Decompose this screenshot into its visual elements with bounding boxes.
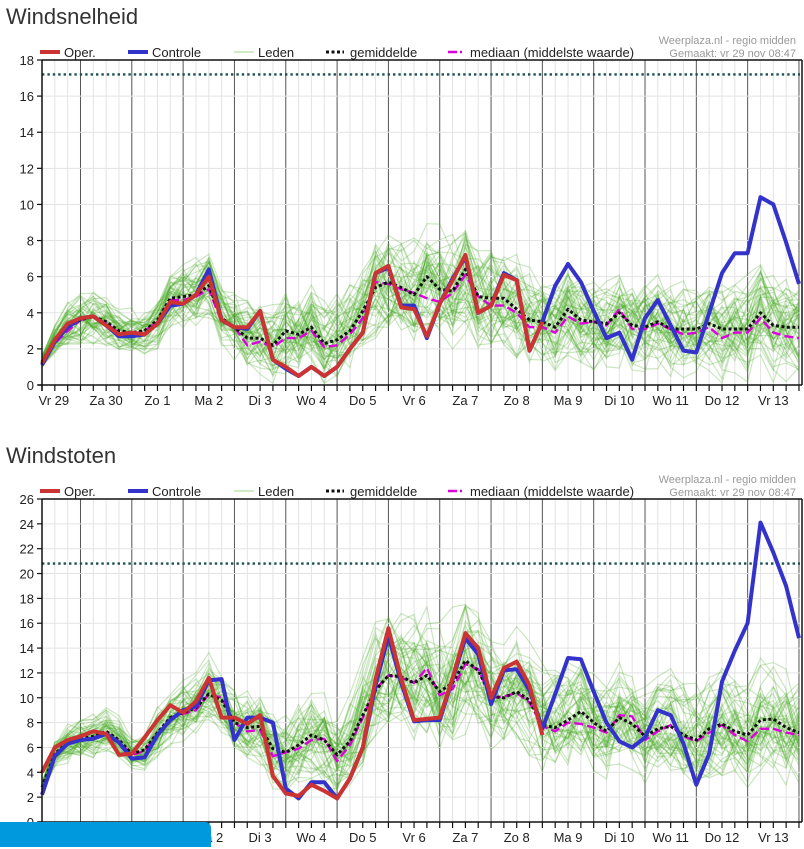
x-day-label: Vr 29 <box>39 393 70 408</box>
y-tick-label: 10 <box>20 197 34 212</box>
y-tick-label: 4 <box>27 306 34 321</box>
credit-timestamp: Gemaakt: vr 29 nov 08:47 <box>669 487 796 499</box>
credit-source: Weerplaza.nl - regio midden <box>659 35 796 47</box>
legend-gemiddelde-label: gemiddelde <box>350 484 417 499</box>
x-day-label: Wo 11 <box>652 393 688 408</box>
y-tick-label: 22 <box>20 542 34 557</box>
x-day-label: Ma 9 <box>554 393 583 408</box>
x-day-label: Ma 2 <box>194 393 223 408</box>
y-tick-label: 26 <box>20 492 34 507</box>
x-day-label: Di 10 <box>604 830 634 845</box>
legend-gemiddelde-label: gemiddelde <box>350 45 417 60</box>
x-day-label: Di 10 <box>604 393 634 408</box>
x-day-label: Vr 13 <box>758 830 789 845</box>
x-day-label: Wo 4 <box>296 830 326 845</box>
x-day-label: Zo 8 <box>504 393 530 408</box>
x-day-label: Za 7 <box>452 830 478 845</box>
x-day-label: Zo 1 <box>144 393 170 408</box>
y-tick-label: 8 <box>27 716 34 731</box>
legend-mediaan-label: mediaan (middelste waarde) <box>470 484 634 499</box>
legend-mediaan-label: mediaan (middelste waarde) <box>470 45 634 60</box>
chart-title-windstoten: Windstoten <box>6 443 116 469</box>
x-day-label: Di 3 <box>249 830 272 845</box>
y-tick-label: 12 <box>20 161 34 176</box>
x-day-label: Do 12 <box>705 830 740 845</box>
y-tick-label: 20 <box>20 567 34 582</box>
y-tick-label: 12 <box>20 666 34 681</box>
y-tick-label: 18 <box>20 53 34 68</box>
x-day-label: Do 12 <box>705 393 740 408</box>
bottom-banner[interactable] <box>0 822 211 847</box>
y-tick-label: 24 <box>20 517 34 532</box>
oper-line <box>42 628 542 798</box>
y-tick-label: 10 <box>20 691 34 706</box>
x-day-label: Ma 9 <box>554 830 583 845</box>
y-tick-label: 4 <box>27 765 34 780</box>
x-day-label: Za 7 <box>452 393 478 408</box>
legend-oper-label: Oper. <box>64 484 96 499</box>
x-day-label: Do 5 <box>349 830 376 845</box>
x-day-label: Zo 8 <box>504 830 530 845</box>
legend-leden-label: Leden <box>258 45 294 60</box>
y-tick-label: 6 <box>27 740 34 755</box>
y-tick-label: 2 <box>27 342 34 357</box>
legend-leden-label: Leden <box>258 484 294 499</box>
credit-source: Weerplaza.nl - regio midden <box>659 474 796 486</box>
legend-controle-label: Controle <box>152 484 201 499</box>
x-day-label: Vr 6 <box>402 830 425 845</box>
chart-title-windsnelheid: Windsnelheid <box>6 4 138 30</box>
x-day-label: Vr 13 <box>758 393 789 408</box>
y-tick-label: 8 <box>27 234 34 249</box>
credit-timestamp: Gemaakt: vr 29 nov 08:47 <box>669 48 796 60</box>
windsnelheid-chart: 0 2 4 6 8 10 12 14 16 18 Vr 29 Za 30 Zo 1 Ma 2 Di 3 Wo … <box>0 30 804 410</box>
y-tick-label: 16 <box>20 616 34 631</box>
y-tick-label: 14 <box>20 125 34 140</box>
y-tick-label: 0 <box>27 378 34 393</box>
x-day-label: Wo 11 <box>652 830 688 845</box>
x-day-label: Wo 4 <box>296 393 326 408</box>
y-tick-label: 6 <box>27 270 34 285</box>
y-tick-label: 16 <box>20 89 34 104</box>
y-tick-label: 18 <box>20 591 34 606</box>
x-day-label: Di 3 <box>249 393 272 408</box>
legend-oper-label: Oper. <box>64 45 96 60</box>
legend-controle-label: Controle <box>152 45 201 60</box>
y-tick-label: 2 <box>27 790 34 805</box>
x-day-label: Do 5 <box>349 393 376 408</box>
x-day-label: Vr 6 <box>402 393 425 408</box>
y-tick-label: 14 <box>20 641 34 656</box>
x-day-label: Za 30 <box>90 393 123 408</box>
